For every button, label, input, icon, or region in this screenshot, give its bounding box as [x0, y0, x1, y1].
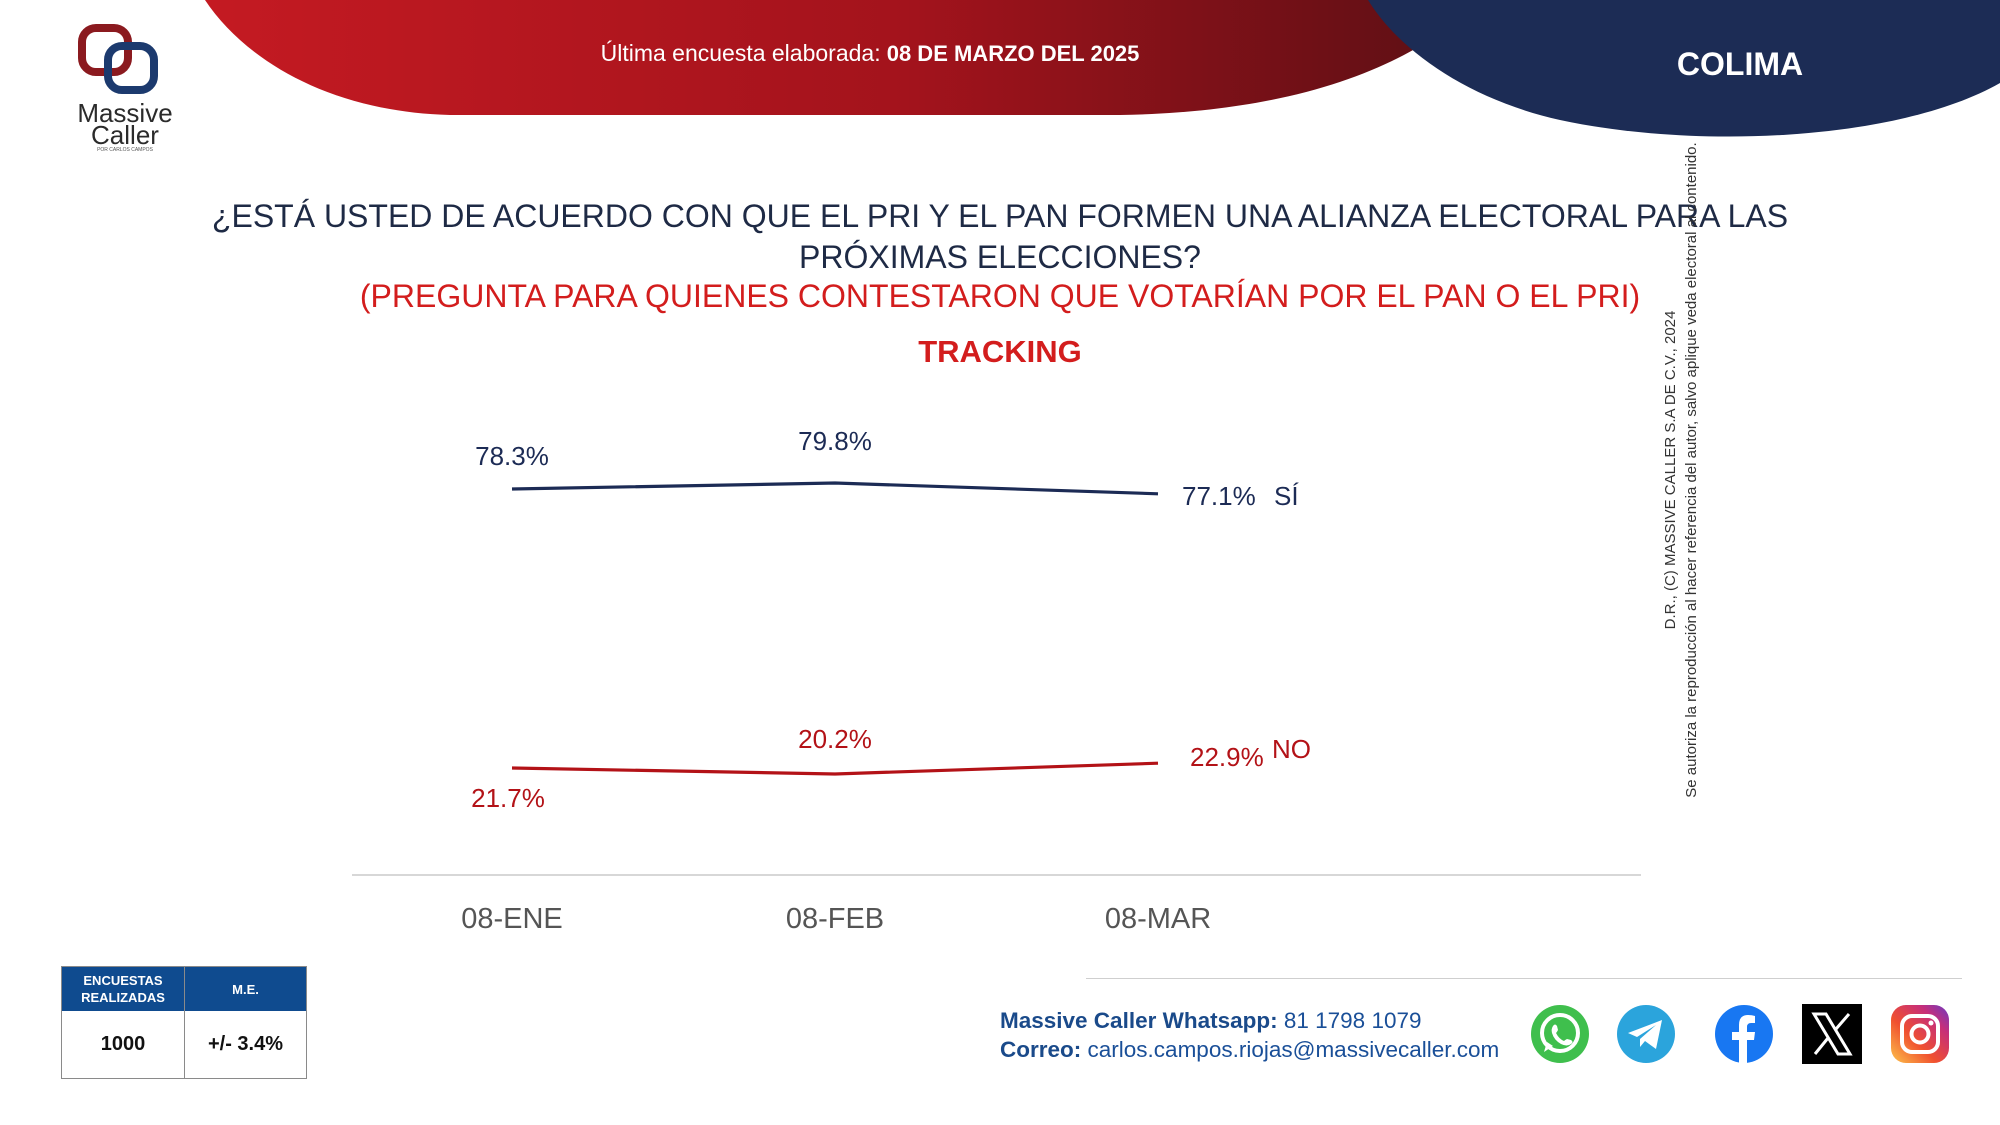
massive-caller-logo: Massive Caller POR CARLOS CAMPOS — [60, 20, 190, 160]
logo-text-caller: Caller — [91, 120, 159, 150]
whatsapp-label: Massive Caller Whatsapp: — [1000, 1008, 1278, 1033]
data-label: 21.7% — [471, 783, 545, 813]
email-contact: Correo: carlos.campos.riojas@massivecall… — [1000, 1035, 1560, 1064]
logo-text-massive: Massive — [77, 98, 173, 128]
whatsapp-contact: Massive Caller Whatsapp: 81 1798 1079 — [1000, 1006, 1560, 1035]
question-title: ¿ESTÁ USTED DE ACUERDO CON QUE EL PRI Y … — [211, 198, 1789, 275]
question-subtitle: (PREGUNTA PARA QUIENES CONTESTARON QUE V… — [359, 278, 1641, 314]
email-address[interactable]: carlos.campos.riojas@massivecaller.com — [1087, 1037, 1500, 1062]
copyright-line-2: Se autoriza la reproducción al hacer ref… — [1683, 142, 1700, 798]
data-label: 78.3% — [475, 441, 549, 471]
series-name-label: NO — [1272, 734, 1311, 764]
whatsapp-icon[interactable] — [1528, 1002, 1592, 1066]
series-name-label: SÍ — [1274, 481, 1299, 511]
surveys-header: ENCUESTAS REALIZADAS — [62, 967, 184, 1011]
tracking-line-chart: 08-ENE 08-FEB 08-MAR 78.3% 79.8% 77.1% SÍ 21.7%… — [352, 426, 1641, 935]
data-label: 20.2% — [798, 724, 872, 754]
last-survey-label: Última encuesta elaborada: — [600, 40, 881, 66]
tracking-label: TRACKING — [918, 334, 1082, 369]
methodology-table: ENCUESTAS REALIZADAS M.E. 1000 +/- 3.4% — [61, 966, 307, 1079]
copyright-line-1: D.R., (C) MASSIVE CALLER S.A DE C.V., 20… — [1662, 310, 1679, 630]
copyright-notice: D.R., (C) MASSIVE CALLER S.A DE C.V., 20… — [1660, 130, 1730, 810]
whatsapp-number[interactable]: 81 1798 1079 — [1283, 1008, 1422, 1033]
margin-error-value: +/- 3.4% — [207, 1033, 284, 1055]
header-banner — [205, 0, 2000, 137]
data-label: 22.9% — [1190, 742, 1264, 772]
email-label: Correo: — [1000, 1037, 1082, 1062]
region-title: COLIMA — [1676, 46, 1804, 82]
series-line-si — [511, 481, 1159, 496]
margin-error-header: M.E. — [185, 967, 306, 1011]
table-divider — [184, 967, 185, 1078]
x-icon[interactable] — [1800, 1002, 1864, 1066]
x-tick-label: 08-FEB — [786, 903, 884, 935]
contact-info: Massive Caller Whatsapp: 81 1798 1079 Co… — [1000, 1006, 1560, 1064]
header-red-band — [205, 0, 1480, 115]
x-tick-label: 08-ENE — [461, 903, 563, 935]
facebook-icon[interactable] — [1712, 1002, 1776, 1066]
logo-mark-icon — [78, 24, 158, 94]
data-label: 79.8% — [798, 426, 872, 456]
telegram-icon[interactable] — [1614, 1002, 1678, 1066]
footer-divider — [1086, 978, 1962, 979]
data-label: 77.1% — [1182, 481, 1256, 511]
last-survey-info: Última encuesta elaborada: 08 DE MARZO D… — [520, 40, 1220, 67]
surveys-value: 1000 — [100, 1033, 146, 1055]
header-navy-band — [1368, 0, 2000, 137]
logo-tagline: POR CARLOS CAMPOS — [97, 147, 153, 153]
instagram-icon[interactable] — [1888, 1002, 1952, 1066]
last-survey-date: 08 DE MARZO DEL 2025 — [886, 41, 1140, 66]
x-tick-label: 08-MAR — [1105, 903, 1211, 935]
series-line-no — [511, 761, 1159, 776]
